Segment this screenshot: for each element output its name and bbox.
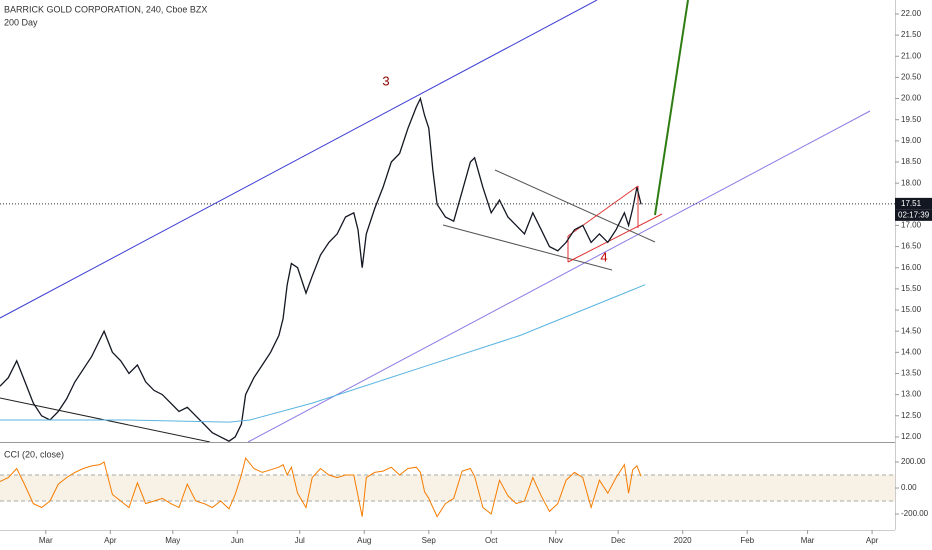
x-tick-label: Dec: [611, 536, 625, 545]
chart-title: BARRICK GOLD CORPORATION, 240, Cboe BZX: [4, 4, 207, 14]
y-tick-label: 16.50: [901, 242, 922, 251]
trendline: [494, 169, 656, 243]
series-line: [0, 96, 642, 442]
x-tick-label: Jul: [295, 536, 305, 545]
y-tick-label: 15.00: [901, 305, 922, 314]
y-tick-label: 15.50: [901, 284, 922, 293]
y-tick-label: 20.00: [901, 94, 922, 103]
wave-label: 3: [382, 73, 389, 88]
x-tick-label: Apr: [104, 536, 117, 545]
trendline: [442, 224, 613, 271]
y-tick-label: 12.50: [901, 411, 922, 420]
y-tick-label: 200.00: [901, 457, 926, 466]
y-tick-label: 16.00: [901, 263, 922, 272]
y-tick-label: 13.00: [901, 390, 922, 399]
x-tick-label: May: [165, 536, 180, 545]
y-tick-label: 19.50: [901, 115, 922, 124]
indicator-label: 200 Day: [4, 17, 38, 27]
countdown-tag: [895, 209, 932, 221]
series-line: [0, 456, 642, 518]
y-tick-label: 14.00: [901, 347, 922, 356]
y-tick-label: 20.50: [901, 73, 922, 82]
y-tick-label: 21.50: [901, 30, 922, 39]
last-price-tag: [895, 197, 932, 210]
projection: [654, 0, 689, 216]
wave-label: 4: [600, 249, 607, 264]
cci-band: [0, 475, 895, 502]
x-tick-label: Feb: [740, 536, 754, 545]
y-tick-label: 14.50: [901, 326, 922, 335]
y-tick-label: 17.00: [901, 221, 922, 230]
x-tick-label: 2020: [674, 536, 692, 545]
x-tick-label: Mar: [801, 536, 815, 545]
series-line: [0, 284, 646, 423]
x-tick-label: Apr: [866, 536, 879, 545]
y-tick-label: 19.00: [901, 136, 922, 145]
y-tick-label: -200.00: [901, 509, 929, 518]
y-tick-label: 22.00: [901, 9, 922, 18]
trendline: [567, 213, 663, 263]
y-tick-label: 18.50: [901, 157, 922, 166]
x-tick-label: Jun: [231, 536, 244, 545]
x-tick-label: Aug: [357, 536, 371, 545]
y-tick-label: 18.00: [901, 178, 922, 187]
x-tick-label: Sep: [422, 536, 437, 545]
x-tick-label: Nov: [549, 536, 563, 545]
x-tick-label: Oct: [485, 536, 498, 545]
y-tick-label: 13.50: [901, 369, 922, 378]
y-tick-label: 12.00: [901, 432, 922, 441]
last-price-label: 17.51: [901, 199, 922, 208]
indicator-label: CCI (20, close): [4, 449, 64, 459]
y-tick-label: 21.00: [901, 51, 922, 60]
trendline: [247, 110, 871, 443]
x-tick-label: Mar: [39, 536, 53, 545]
y-tick-label: 0.00: [901, 483, 917, 492]
trendline: [0, 0, 598, 319]
countdown-label: 02:17:39: [898, 210, 930, 219]
